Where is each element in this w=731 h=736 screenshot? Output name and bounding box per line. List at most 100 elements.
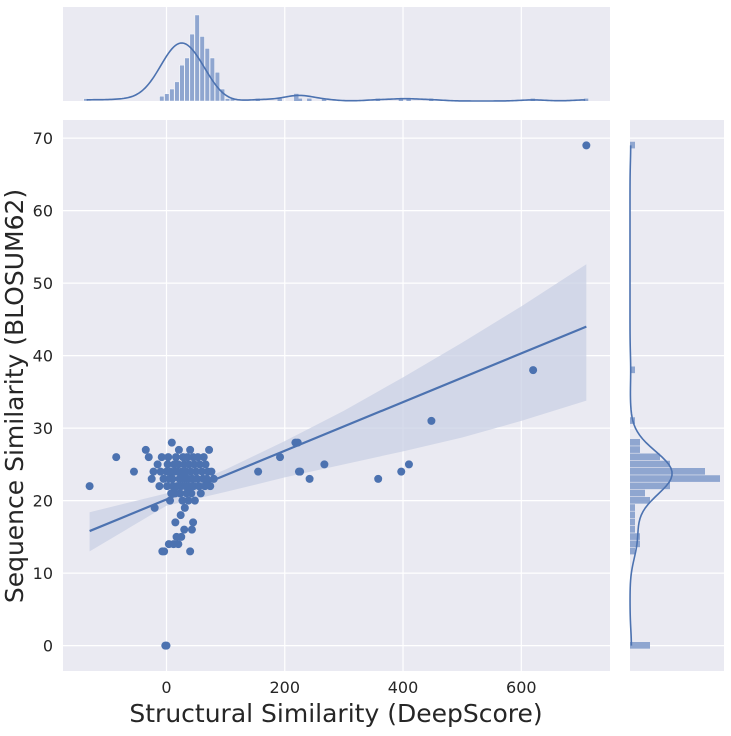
- marginal-x-bar: [277, 98, 282, 101]
- marginal-y-bar: [630, 439, 640, 446]
- marginal-y-bar: [630, 468, 705, 475]
- scatter-point: [159, 474, 168, 483]
- scatter-point: [174, 540, 183, 549]
- scatter-point: [404, 460, 413, 469]
- scatter-point: [186, 445, 195, 454]
- scatter-point: [163, 460, 172, 469]
- scatter-point: [144, 453, 153, 462]
- marginal-y-bar: [630, 526, 635, 533]
- scatter-point: [162, 641, 171, 650]
- scatter-point: [195, 460, 204, 469]
- marginal-y-bar: [630, 489, 645, 497]
- marginal-x-bar: [398, 98, 404, 101]
- scatter-point: [155, 482, 164, 491]
- marginal-y-plot-area: [630, 120, 724, 671]
- y-tick-label: 60: [33, 202, 53, 221]
- marginal-y-bar: [630, 547, 635, 555]
- scatter-point: [207, 467, 216, 476]
- y-tick-label: 70: [33, 129, 53, 148]
- scatter-point: [193, 474, 202, 483]
- scatter-point: [147, 474, 156, 483]
- y-tick-label: 0: [43, 637, 53, 656]
- x-tick-label: 200: [269, 678, 300, 697]
- x-tick-label: 400: [388, 678, 419, 697]
- scatter-point: [320, 460, 329, 469]
- scatter-point: [156, 467, 165, 476]
- scatter-point: [196, 489, 205, 498]
- marginal-x-bar: [189, 33, 195, 102]
- scatter-point: [184, 496, 193, 505]
- marginal-y-bar: [630, 453, 660, 461]
- x-tick-label: 600: [506, 678, 537, 697]
- marginal-y-bar: [630, 446, 640, 453]
- scatter-point: [174, 460, 183, 469]
- scatter-point: [254, 467, 263, 476]
- marginal-y-bar: [630, 460, 670, 468]
- scatter-point: [168, 474, 177, 483]
- marginal-y-bar: [630, 482, 670, 490]
- marginal-x-bar: [297, 98, 303, 101]
- marginal-x-bar: [179, 64, 185, 102]
- marginal-x-bar: [294, 93, 299, 101]
- marginal-y-bar: [630, 533, 640, 540]
- marginal-y-bar: [630, 642, 650, 649]
- scatter-point: [187, 489, 196, 498]
- scatter-point: [189, 518, 198, 527]
- scatter-point: [397, 467, 406, 476]
- y-tick-label: 50: [33, 274, 53, 293]
- scatter-point: [167, 438, 176, 447]
- marginal-x-bar: [225, 98, 230, 102]
- marginal-x-bar: [321, 98, 327, 101]
- scatter-point: [427, 416, 436, 425]
- scatter-point: [164, 453, 173, 462]
- marginal-y-kde-curve: [629, 145, 673, 646]
- marginal-x-bar: [583, 98, 589, 101]
- scatter-point: [183, 453, 192, 462]
- marginal-x-bar: [184, 57, 190, 102]
- scatter-point: [157, 453, 166, 462]
- scatter-point: [180, 503, 189, 512]
- scatter-point: [199, 453, 208, 462]
- scatter-point: [85, 482, 94, 491]
- scatter-point: [205, 445, 214, 454]
- scatter-point: [582, 141, 591, 150]
- marginal-x-histogram: [83, 14, 589, 102]
- scatter-point: [178, 496, 187, 505]
- marginal-y-bar: [630, 366, 635, 374]
- scatter-point: [153, 460, 162, 469]
- scatter-point: [192, 467, 201, 476]
- scatter-point: [206, 482, 215, 491]
- marginal-x-bar: [159, 96, 165, 102]
- scatter-point: [149, 467, 158, 476]
- scatter-point: [174, 445, 183, 454]
- scatter-point: [112, 453, 121, 462]
- marginal-y-histogram: [629, 141, 720, 649]
- scatter-point: [171, 453, 180, 462]
- scatter-point: [171, 518, 180, 527]
- scatter-point: [190, 496, 199, 505]
- tick-labels: 0 200 400 600 0 10 20 30 40 50 60 70: [33, 129, 537, 697]
- scatter-point: [197, 467, 206, 476]
- marginal-x-kde-curve: [86, 42, 586, 102]
- marginal-x-bar: [199, 36, 205, 102]
- marginal-y-bar: [630, 518, 635, 526]
- scatter-point: [374, 474, 383, 483]
- x-tick-label: 0: [161, 678, 171, 697]
- scatter-point: [201, 460, 210, 469]
- marginal-y-bar: [630, 497, 650, 504]
- marginal-x-bar: [406, 98, 411, 101]
- scatter-point: [276, 453, 285, 462]
- marginal-x-bar: [164, 93, 170, 102]
- y-tick-label: 30: [33, 419, 53, 438]
- scatter-point: [305, 474, 314, 483]
- marginal-y-bar: [630, 540, 640, 548]
- scatter-point: [163, 482, 172, 491]
- marginal-x-bar: [307, 98, 312, 101]
- y-tick-label: 10: [33, 564, 53, 583]
- marginal-y-bar: [630, 475, 720, 482]
- regression-line-segment: [89, 325, 587, 533]
- marginal-x-plot-area: [63, 7, 610, 101]
- marginal-x-bar: [169, 88, 175, 102]
- marginal-y-bar: [630, 504, 635, 511]
